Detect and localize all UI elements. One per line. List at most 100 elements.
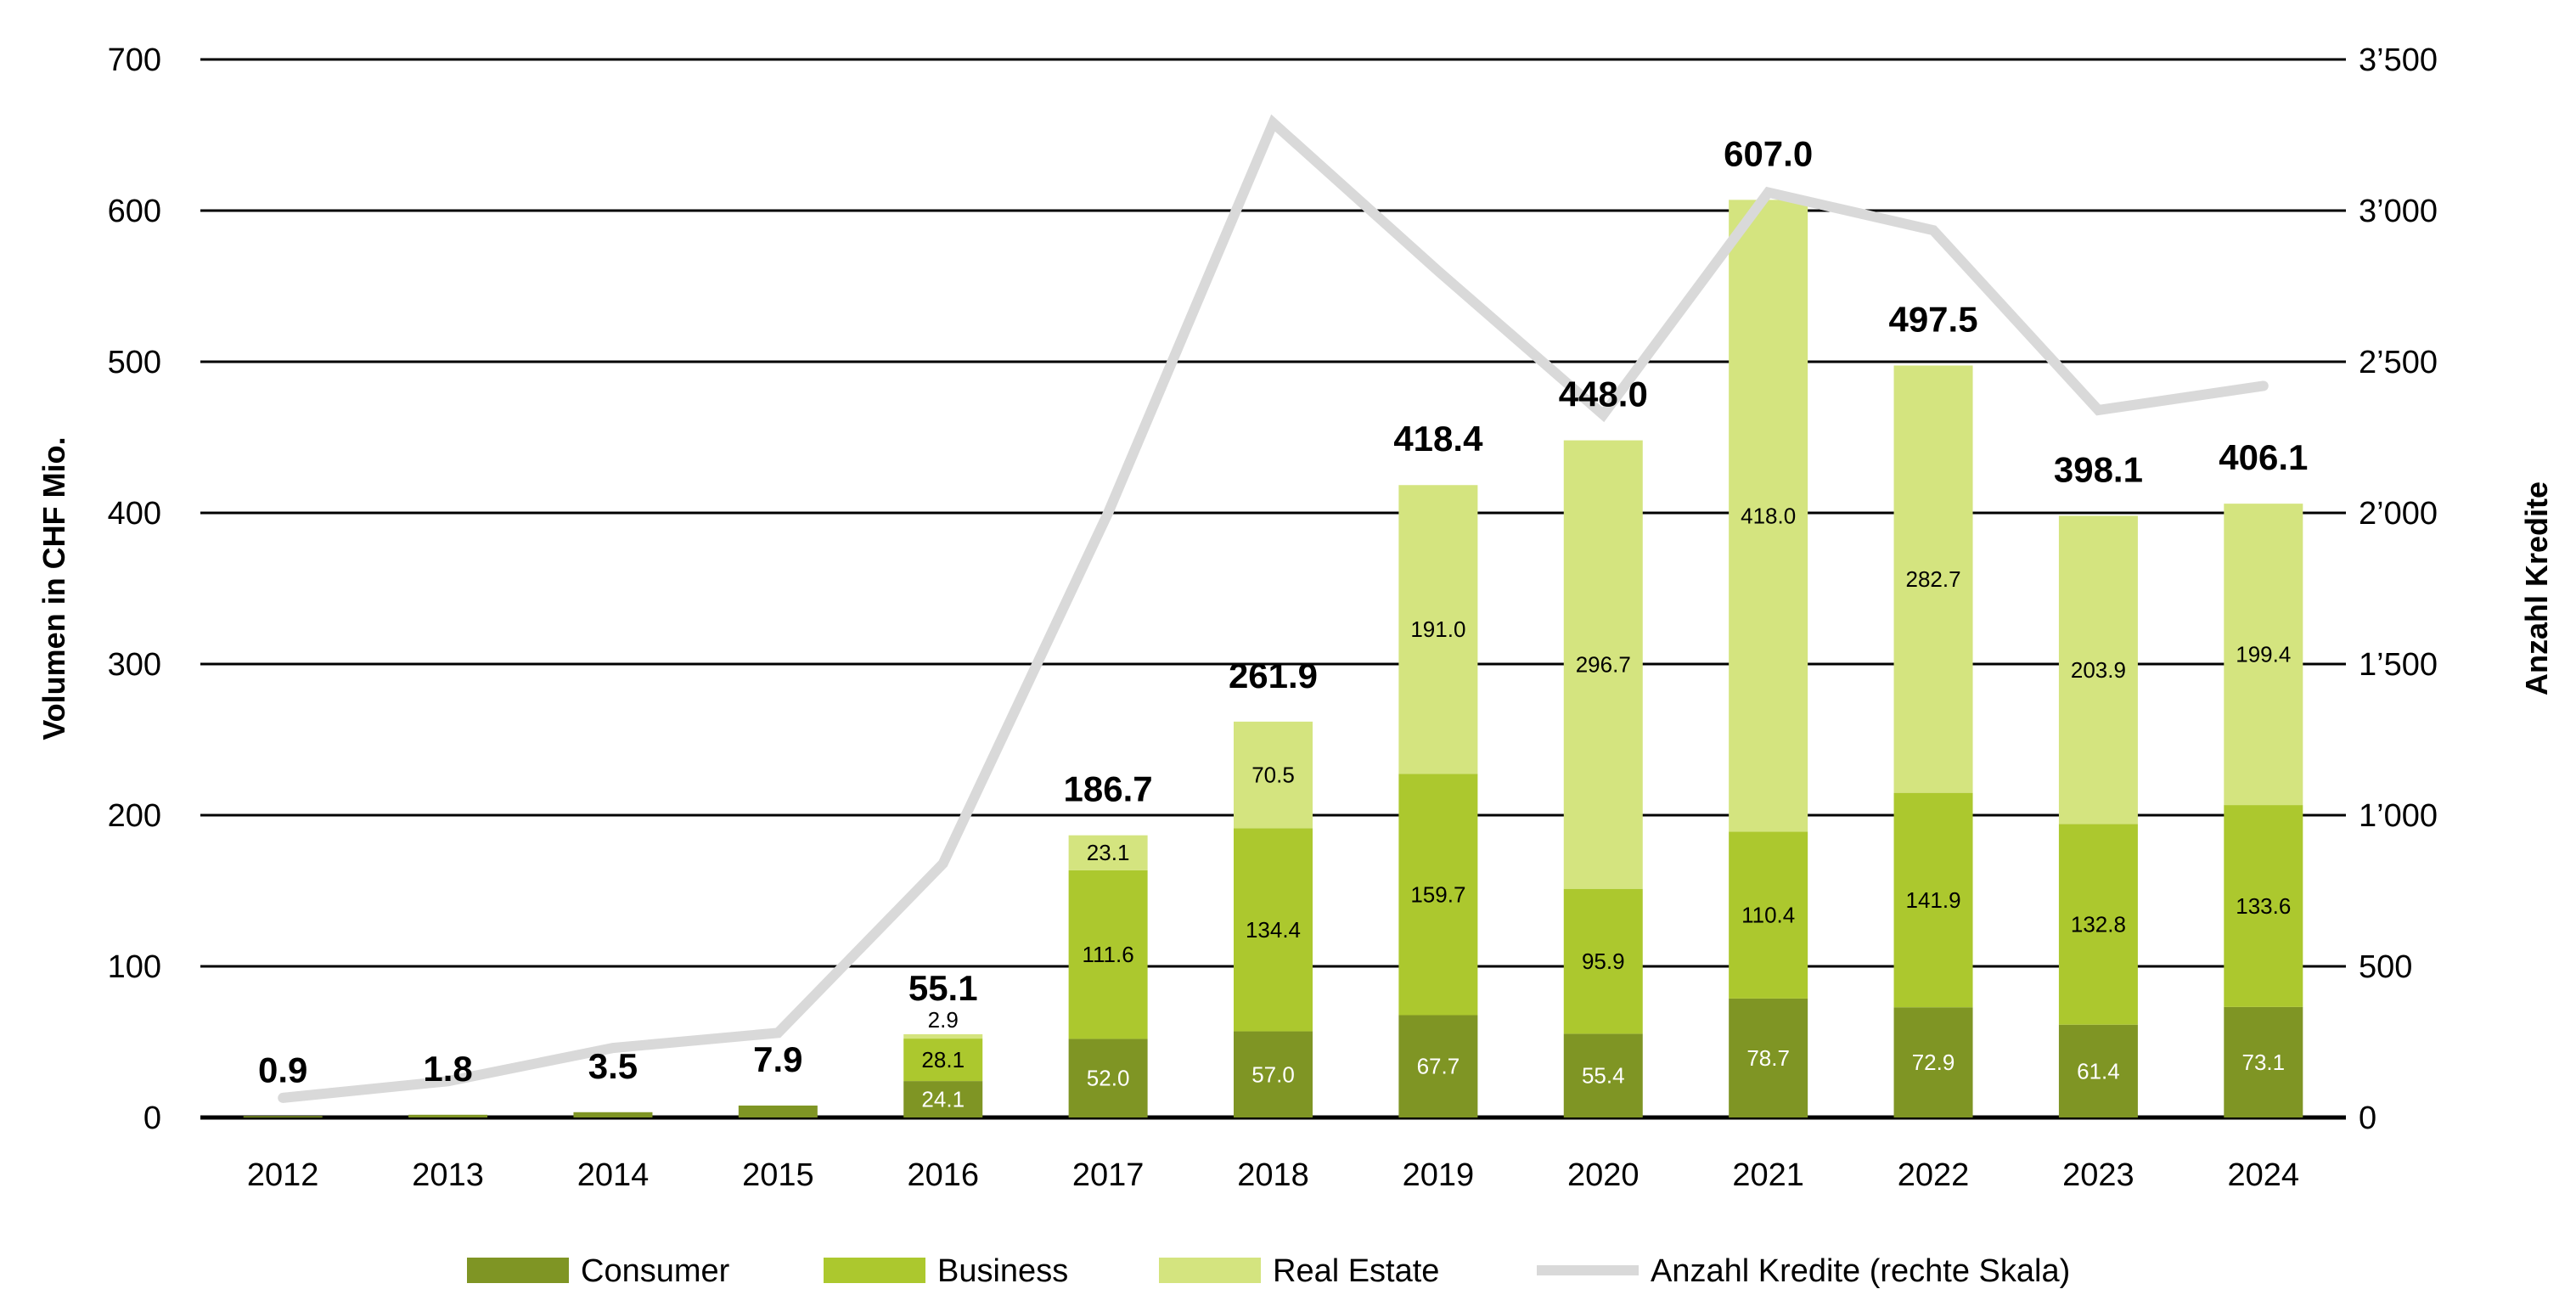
y2-tick-label: 1’000	[2359, 798, 2438, 834]
bar-business	[2058, 824, 2138, 1025]
total-label: 1.8	[423, 1049, 472, 1089]
bar-real-estate	[1729, 200, 1808, 832]
bar-business	[1398, 774, 1478, 1016]
y-tick-label: 500	[108, 345, 161, 380]
segment-label: 52.0	[1087, 1066, 1130, 1091]
total-label: 261.9	[1229, 656, 1318, 695]
segment-label: 199.4	[2236, 642, 2291, 667]
bar-consumer	[243, 1116, 323, 1117]
bar-consumer	[1893, 1007, 1973, 1117]
y2-tick-label: 2’000	[2359, 496, 2438, 532]
total-label: 418.4	[1393, 419, 1483, 459]
segment-label: 111.6	[1083, 942, 1134, 967]
legend-swatch	[1159, 1258, 1261, 1283]
segment-label: 203.9	[2071, 657, 2126, 683]
segment-label: 61.4	[2077, 1058, 2120, 1084]
bar-business	[1068, 870, 1148, 1039]
y2-tick-label: 2’500	[2359, 345, 2438, 380]
total-label: 607.0	[1724, 133, 1813, 173]
bar-consumer	[903, 1081, 983, 1117]
y2-tick-label: 0	[2359, 1101, 2376, 1136]
x-tick-label: 2019	[1403, 1157, 1475, 1193]
x-tick-label: 2022	[1898, 1157, 1970, 1193]
bar-real-estate	[1398, 485, 1478, 774]
bar-real-estate	[2224, 504, 2303, 806]
total-label: 497.5	[1888, 299, 1977, 339]
bar-business	[1893, 792, 1973, 1008]
bar-real-estate	[1234, 721, 1313, 829]
y-tick-label: 300	[108, 647, 161, 683]
legend: Consumer Business Real Estate Anzahl Kredit…	[467, 1253, 2070, 1289]
x-tick-label: 2024	[2228, 1157, 2300, 1193]
total-label: 3.5	[588, 1046, 638, 1086]
segment-label: 141.9	[1905, 887, 1960, 913]
y-tick-label: 700	[108, 42, 161, 78]
x-tick-label: 2021	[1732, 1157, 1804, 1193]
segment-label: 67.7	[1417, 1054, 1460, 1079]
y-tick-label: 400	[108, 496, 161, 532]
line-anzahl-kredite	[278, 114, 2269, 1103]
x-tick-label: 2014	[577, 1157, 650, 1193]
bar-business	[903, 1039, 983, 1082]
bar-real-estate	[1563, 440, 1643, 889]
x-tick-label: 2017	[1072, 1157, 1145, 1193]
bar-consumer	[2224, 1006, 2303, 1117]
bar-consumer	[573, 1112, 653, 1117]
segment-label: 134.4	[1246, 917, 1301, 943]
bar-consumer	[2058, 1024, 2138, 1117]
x-tick-label: 2023	[2062, 1157, 2134, 1193]
bar-consumer	[1234, 1031, 1313, 1117]
bar-real-estate	[1893, 365, 1973, 793]
legend-label: Anzahl Kredite (rechte Skala)	[1651, 1253, 2070, 1289]
total-label: 55.1	[908, 968, 978, 1008]
segment-label: 73.1	[2242, 1050, 2286, 1075]
y-tick-label: 200	[108, 798, 161, 834]
y-tick-label: 600	[108, 194, 161, 229]
bar-consumer	[738, 1105, 818, 1117]
segment-label: 78.7	[1746, 1045, 1790, 1071]
y-axis-label: Volumen in CHF Mio.	[37, 436, 71, 740]
bar-business	[1563, 888, 1643, 1034]
total-label: 186.7	[1064, 769, 1153, 809]
legend-label: Business	[937, 1253, 1068, 1289]
y2-tick-label: 1’500	[2359, 647, 2438, 683]
y2-tick-label: 3’500	[2359, 42, 2438, 78]
bar-consumer	[1729, 998, 1808, 1117]
segment-label: 159.7	[1410, 881, 1465, 907]
segment-label: 282.7	[1905, 566, 1960, 592]
bar-consumer	[1563, 1033, 1643, 1117]
x-tick-label: 2013	[412, 1157, 484, 1193]
segment-label: 110.4	[1741, 903, 1795, 928]
segment-label: 57.0	[1251, 1061, 1295, 1087]
segment-label: 133.6	[2236, 893, 2291, 919]
segment-label: 95.9	[1582, 949, 1625, 974]
segment-label: 132.8	[2071, 912, 2126, 937]
bar-business	[1729, 831, 1808, 999]
total-label: 448.0	[1559, 374, 1648, 414]
y2-tick-label: 500	[2359, 949, 2412, 985]
segment-label: 24.1	[921, 1087, 965, 1112]
legend-label: Real Estate	[1273, 1253, 1439, 1289]
bar-consumer	[1068, 1039, 1148, 1117]
total-label: 7.9	[753, 1039, 802, 1079]
segment-label: 2.9	[928, 1007, 959, 1033]
total-label: 0.9	[258, 1050, 307, 1089]
segment-label: 191.0	[1410, 616, 1465, 642]
total-label: 398.1	[2054, 449, 2143, 489]
bar-real-estate	[1068, 835, 1148, 870]
legend-swatch	[467, 1258, 569, 1283]
segment-label: 70.5	[1251, 763, 1295, 788]
y2-axis-label: Anzahl Kredite	[2519, 481, 2554, 695]
segment-label: 28.1	[921, 1047, 965, 1072]
bar-business	[2224, 805, 2303, 1007]
legend-swatch	[824, 1258, 925, 1283]
segment-label: 55.4	[1582, 1063, 1625, 1089]
x-tick-label: 2012	[247, 1157, 319, 1193]
segment-label: 296.7	[1576, 652, 1631, 678]
bar-business	[1234, 828, 1313, 1032]
segment-label: 418.0	[1741, 503, 1796, 528]
y-tick-label: 0	[143, 1101, 161, 1136]
segment-label: 72.9	[1912, 1050, 1955, 1075]
x-tick-label: 2016	[907, 1157, 979, 1193]
